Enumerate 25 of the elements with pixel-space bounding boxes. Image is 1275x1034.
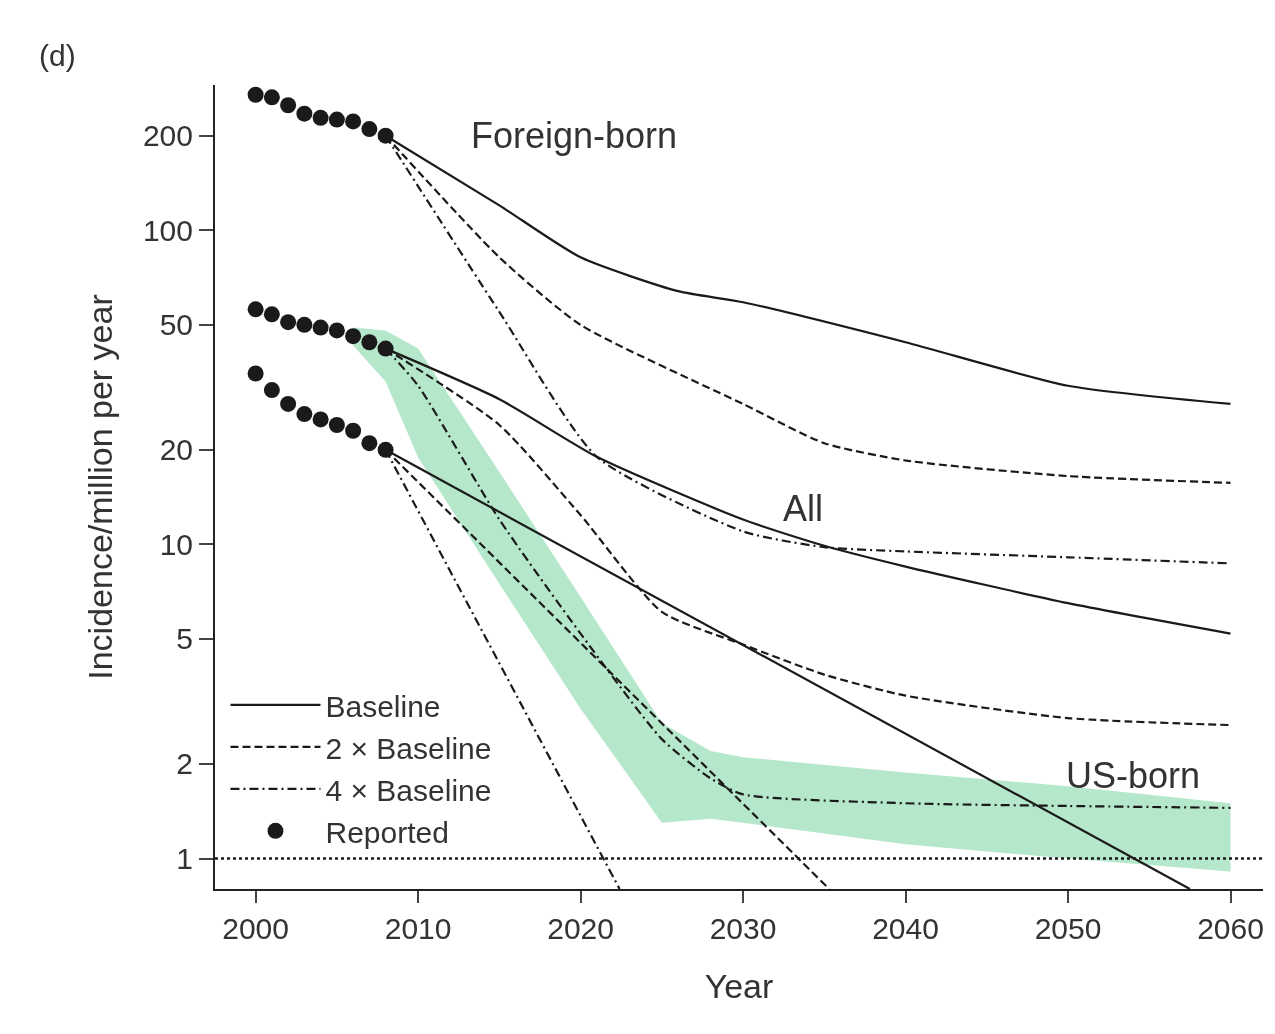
x-axis-title: Year xyxy=(704,966,774,1005)
x-tick-label: 2040 xyxy=(872,912,939,945)
x-tick-label: 2020 xyxy=(547,912,614,945)
legend-label: Baseline xyxy=(325,689,441,723)
legend-label: Reported xyxy=(325,815,449,849)
y-axis-title: Incidence/million per year xyxy=(81,294,120,680)
y-tick-label: 2 xyxy=(176,747,193,781)
x-tick-label: 2030 xyxy=(709,912,777,945)
text: (d) xyxy=(39,39,76,72)
annotation: Foreign-born xyxy=(471,115,678,156)
y-tick-label: 200 xyxy=(142,119,193,153)
annotation: US-born xyxy=(1066,755,1201,796)
annotation: All xyxy=(783,488,824,529)
y-tick-label: 5 xyxy=(176,622,193,656)
y-tick-label: 20 xyxy=(159,433,193,467)
y-tick-label: 100 xyxy=(142,213,193,247)
x-tick-label: 2000 xyxy=(222,912,289,945)
x-tick-label: 2010 xyxy=(384,912,452,945)
x-tick-label: 2050 xyxy=(1034,912,1102,945)
legend-label: 4 × Baseline xyxy=(325,773,492,807)
y-tick-label: 1 xyxy=(176,842,193,876)
y-tick-label: 50 xyxy=(159,308,193,342)
x-tick-label: 2060 xyxy=(1197,912,1264,945)
y-tick-label: 10 xyxy=(159,527,193,561)
legend-label: 2 × Baseline xyxy=(325,731,492,765)
